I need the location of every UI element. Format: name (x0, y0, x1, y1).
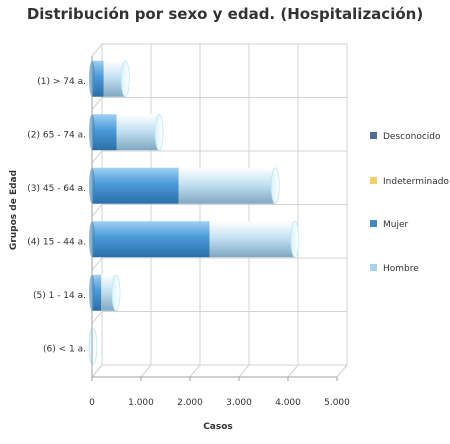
legend-label: Desconocido (383, 132, 441, 142)
bar-end-cap (270, 167, 280, 205)
x-tick-label: 5.000 (324, 398, 350, 408)
y-tick-label: (6) < 1 a. (43, 344, 86, 354)
bar-end-cap (88, 327, 98, 365)
gridline-floor (238, 364, 250, 378)
bar-end-cap (290, 220, 300, 258)
y-tick-label: (3) 45 - 64 a. (27, 184, 86, 194)
x-axis-title: Casos (203, 422, 233, 432)
x-tick-label: 1.000 (128, 398, 154, 408)
gridline-side (91, 257, 103, 271)
gridline-side (91, 43, 103, 57)
legend-swatch (370, 220, 377, 227)
legend-swatch (370, 264, 377, 271)
bars (88, 60, 300, 365)
y-tick-label: (4) 15 - 44 a. (27, 237, 86, 247)
gridline-side (91, 97, 103, 110)
bar-mujer (92, 221, 210, 258)
gridline-side (91, 364, 103, 378)
gridline-floor (140, 364, 152, 378)
y-tick-label: (1) > 74 a. (37, 77, 86, 87)
bar-group (89, 220, 300, 258)
axes: (1) > 74 a. (2) 65 - 74 a. (3) 45 - 64 a. (… (9, 56, 350, 432)
bar-end-cap (111, 274, 121, 312)
gridline-side (91, 204, 103, 217)
gridline-side (91, 311, 103, 324)
bar-mujer (92, 114, 117, 151)
gridline-floor (287, 364, 299, 378)
gridline-side (91, 150, 103, 164)
bar-hombre (103, 60, 126, 97)
legend: Desconocido Indeterminado Mujer Hombre (370, 132, 449, 274)
bar-hombre (116, 114, 160, 151)
chart-title: Distribución por sexo y edad. (Hospitali… (26, 5, 424, 23)
y-tick-label: (5) 1 - 14 a. (33, 291, 86, 301)
x-tick-label: 3.000 (226, 398, 252, 408)
bar-group (89, 274, 121, 312)
y-tick-label: (2) 65 - 74 a. (27, 130, 86, 140)
x-tick-label: 0 (89, 398, 95, 408)
grid (91, 43, 348, 378)
bar-end-cap (120, 60, 130, 98)
bar-mujer (92, 274, 102, 311)
bar-group (89, 113, 164, 151)
legend-swatch (370, 177, 377, 184)
x-tick-label: 4.000 (275, 398, 301, 408)
bar-hombre (178, 167, 276, 204)
x-tick-label: 2.000 (177, 398, 203, 408)
bar-group (89, 60, 130, 98)
legend-label: Hombre (383, 264, 419, 274)
gridline-floor (336, 364, 348, 378)
bar-end-cap (154, 113, 164, 151)
bar-mujer (92, 167, 179, 204)
legend-swatch (370, 132, 377, 139)
bar-group (88, 327, 98, 365)
bar-hombre (209, 221, 295, 258)
bar-mujer (92, 60, 104, 97)
legend-label: Indeterminado (383, 177, 449, 187)
legend-label: Mujer (383, 220, 409, 230)
y-axis-title: Grupos de Edad (9, 170, 19, 250)
gridline-floor (189, 364, 201, 378)
bar-group (89, 167, 280, 205)
